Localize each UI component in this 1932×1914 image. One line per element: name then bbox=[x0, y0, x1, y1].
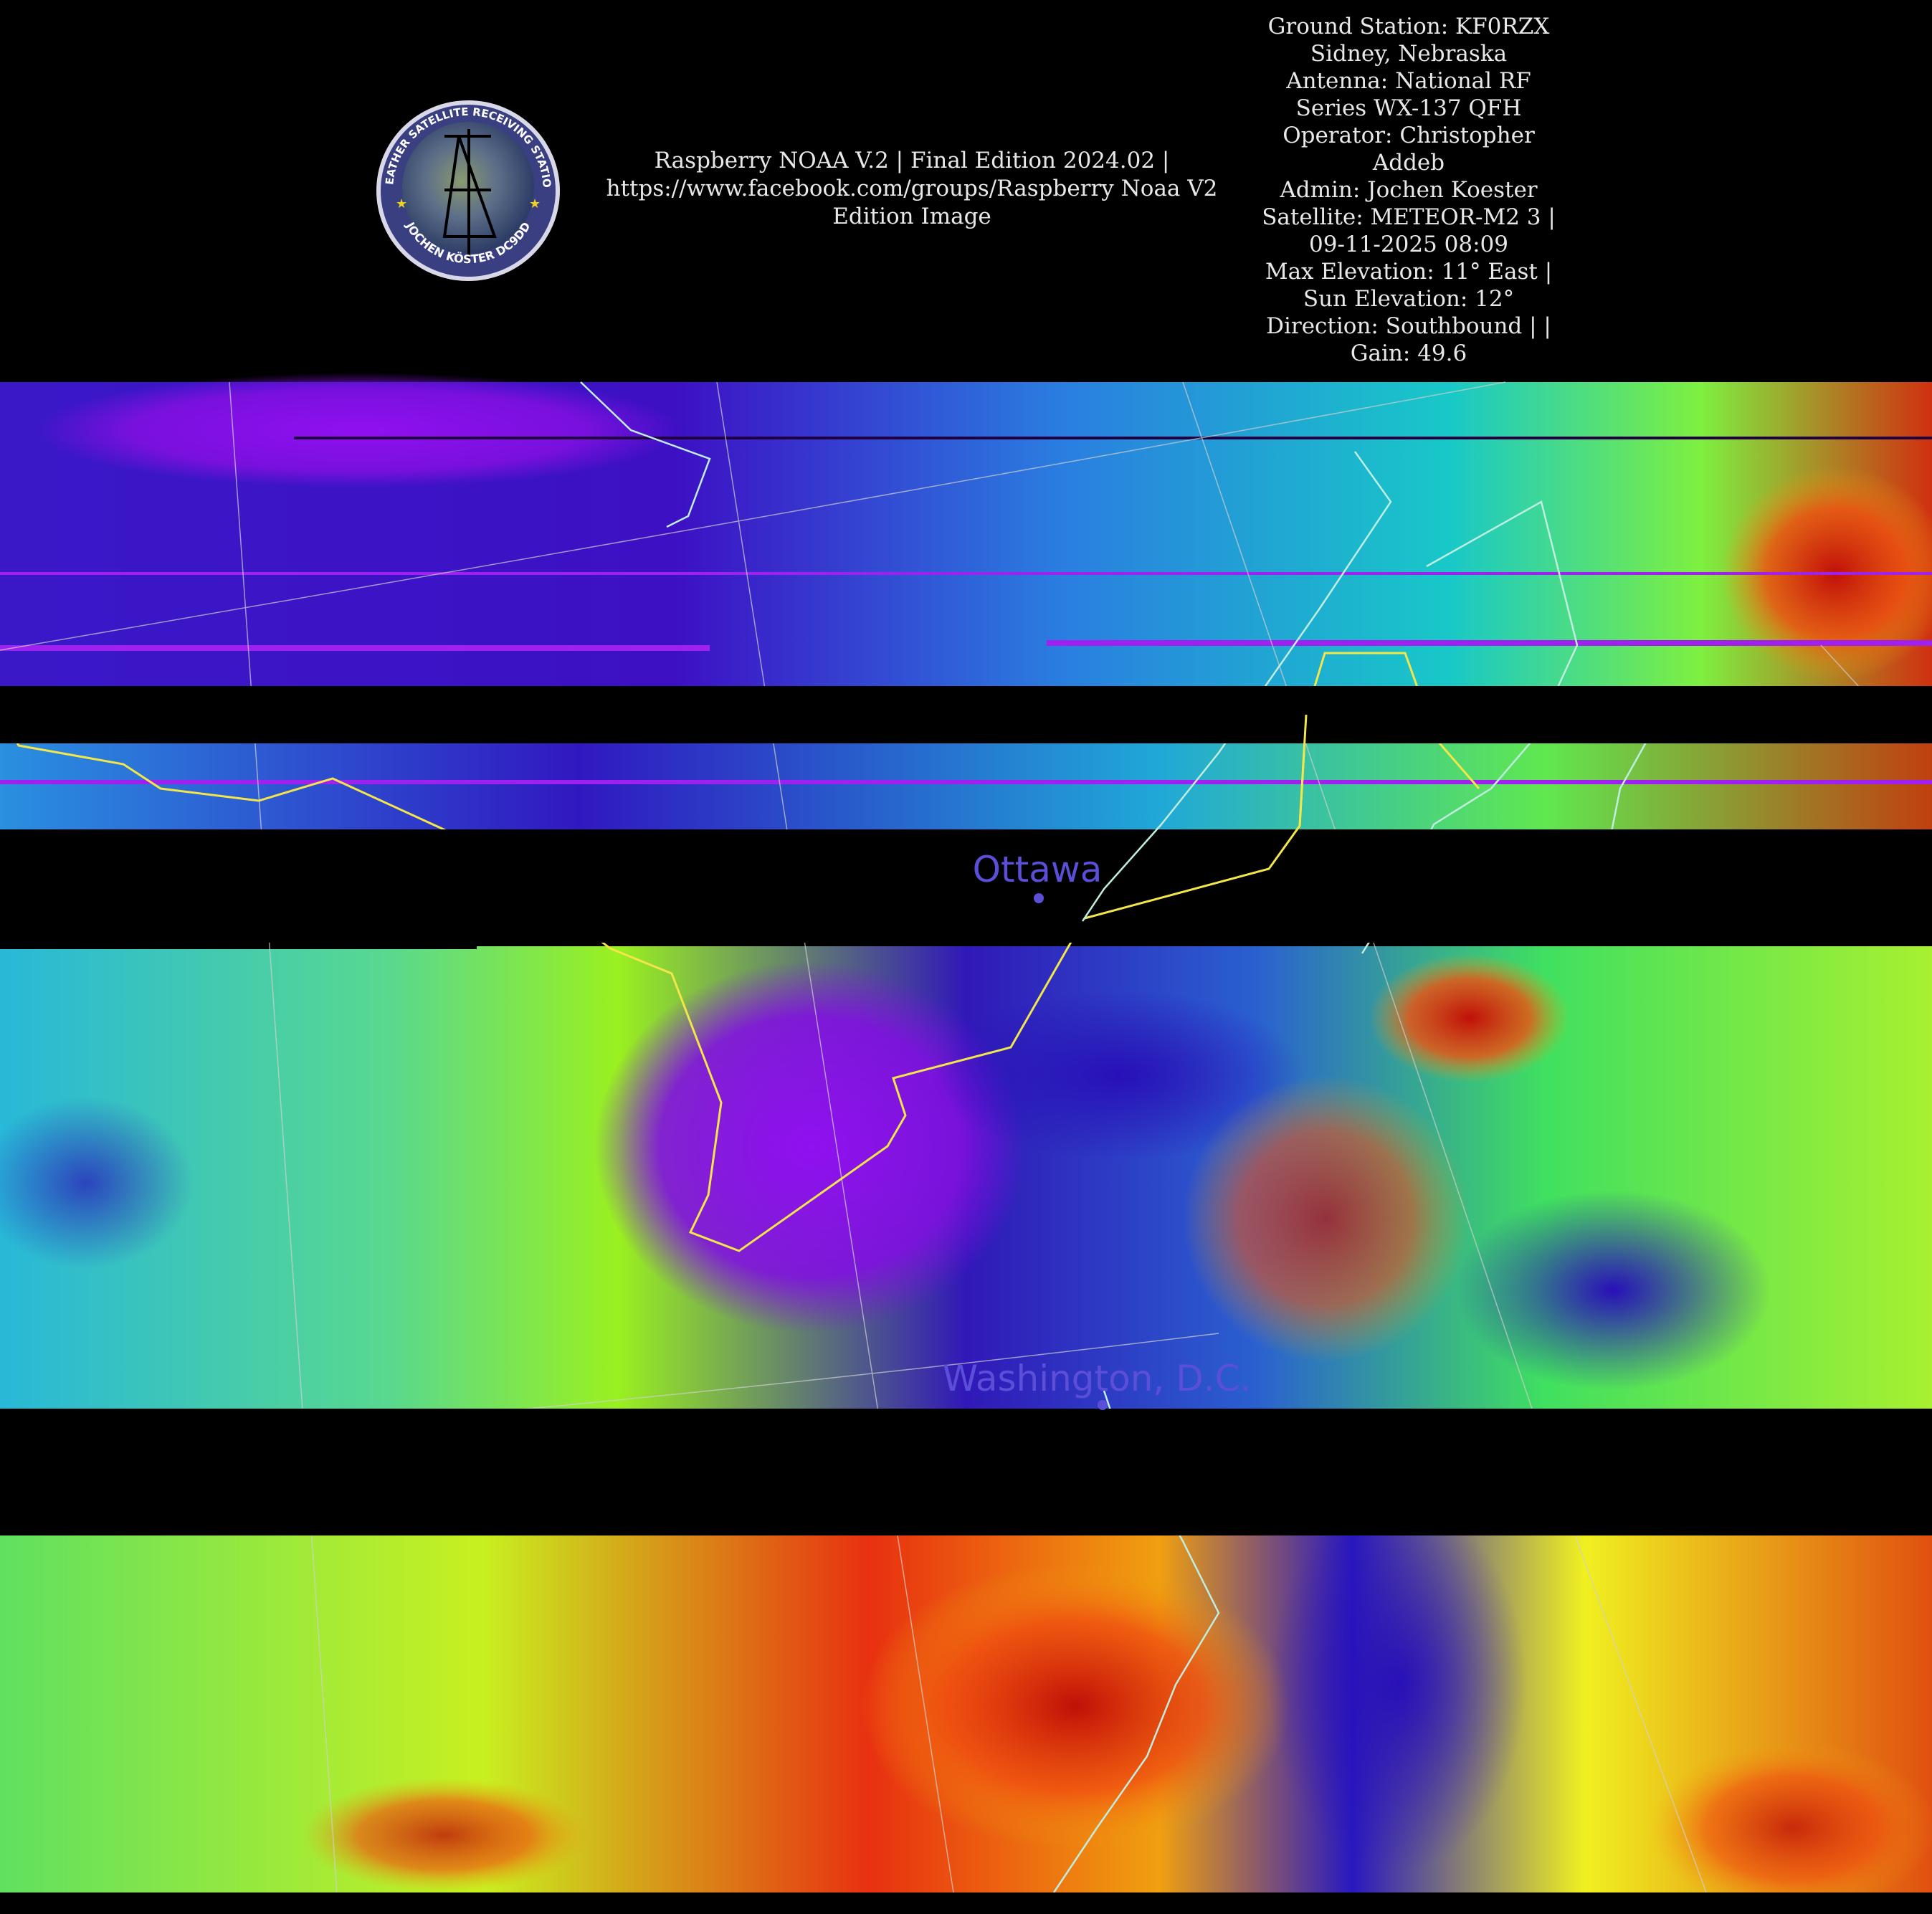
station-line: Operator: Christopher bbox=[1283, 123, 1535, 148]
scanline-artifact bbox=[294, 437, 1932, 439]
scanline-artifact bbox=[1047, 640, 1932, 646]
cloud-blue bbox=[0, 1097, 194, 1269]
scanline-artifact bbox=[0, 572, 1932, 575]
city-dot bbox=[1098, 1400, 1108, 1410]
station-line: Sun Elevation: 12° bbox=[1303, 286, 1515, 312]
station-logo: WEATHER SATELLITE RECEIVING STATION JOCH… bbox=[0, 0, 560, 281]
international-border-segment bbox=[1084, 714, 1308, 920]
image-band-2 bbox=[0, 743, 1932, 829]
station-line: Series WX-137 QFH bbox=[1295, 95, 1522, 121]
software-caption: Raspberry NOAA V.2 | Final Edition 2024.… bbox=[553, 147, 1270, 231]
station-line: Gain: 49.6 bbox=[1350, 341, 1467, 366]
cloud-blue bbox=[932, 989, 1305, 1161]
cloud-red bbox=[1649, 1742, 1932, 1914]
station-line: Max Elevation: 11° East | bbox=[1265, 259, 1553, 285]
station-line: Admin: Jochen Koester bbox=[1280, 177, 1538, 203]
station-line: 09-11-2025 08:09 bbox=[1309, 232, 1508, 257]
city-label: Washington, D.C. bbox=[943, 1358, 1252, 1399]
station-line: Satellite: METEOR-M2 3 | bbox=[1262, 204, 1556, 230]
caption-line: https://www.facebook.com/groups/Raspberr… bbox=[606, 176, 1218, 201]
signal-gap bbox=[0, 686, 1932, 743]
caption-line: Edition Image bbox=[832, 204, 991, 229]
cloud-purple bbox=[36, 373, 681, 487]
city-label: Ottawa bbox=[973, 849, 1103, 890]
station-line: Sidney, Nebraska bbox=[1310, 41, 1508, 67]
cloud-red bbox=[301, 1778, 588, 1892]
city-dot bbox=[1034, 893, 1044, 903]
antenna-icon bbox=[442, 129, 497, 258]
cloud-blue bbox=[1269, 1498, 1527, 1871]
cloud-red bbox=[860, 1563, 1290, 1849]
station-info: Ground Station: KF0RZX Sidney, Nebraska … bbox=[1219, 13, 1599, 367]
star-icon: ★ bbox=[396, 196, 407, 211]
signal-gap bbox=[0, 1409, 1932, 1536]
city-ottawa: Ottawa bbox=[973, 849, 1103, 903]
signal-gap bbox=[0, 1892, 1932, 1914]
scanline-artifact bbox=[0, 780, 1932, 784]
city-washington-dc: Washington, D.C. bbox=[943, 1358, 1252, 1410]
star-icon: ★ bbox=[529, 196, 541, 211]
station-line: Addeb bbox=[1372, 150, 1445, 176]
scanline-artifact bbox=[0, 645, 710, 651]
cloud-blue bbox=[1455, 1190, 1771, 1391]
cloud-red bbox=[1183, 1075, 1470, 1362]
station-line: Direction: Southbound | | bbox=[1266, 313, 1551, 339]
station-line: Ground Station: KF0RZX bbox=[1267, 14, 1550, 39]
coastline-segment bbox=[1081, 824, 1162, 922]
cloud-red bbox=[1369, 953, 1570, 1082]
signal-gap bbox=[0, 829, 1932, 943]
caption-line: Raspberry NOAA V.2 | Final Edition 2024.… bbox=[654, 148, 1170, 173]
station-line: Antenna: National RF bbox=[1286, 68, 1531, 94]
cloud-purple bbox=[595, 961, 1025, 1333]
